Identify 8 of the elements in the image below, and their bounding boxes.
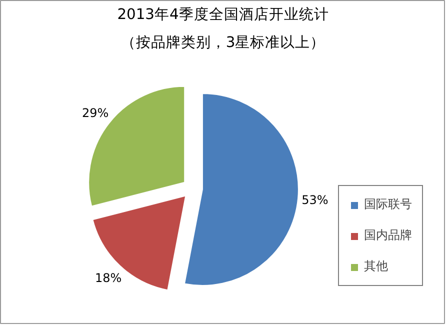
data-label: 18% bbox=[94, 271, 122, 286]
chart-subtitle: （按品牌类别，3星标准以上） bbox=[120, 34, 326, 51]
data-label: 29% bbox=[82, 106, 109, 120]
legend-label: 其他 bbox=[364, 258, 388, 275]
legend-label: 国际联号 bbox=[364, 196, 412, 213]
legend-label: 国内品牌 bbox=[364, 227, 412, 244]
chart-title: 2013年4季度全国酒店开业统计 bbox=[117, 6, 329, 23]
data-label: 53% bbox=[302, 193, 328, 208]
